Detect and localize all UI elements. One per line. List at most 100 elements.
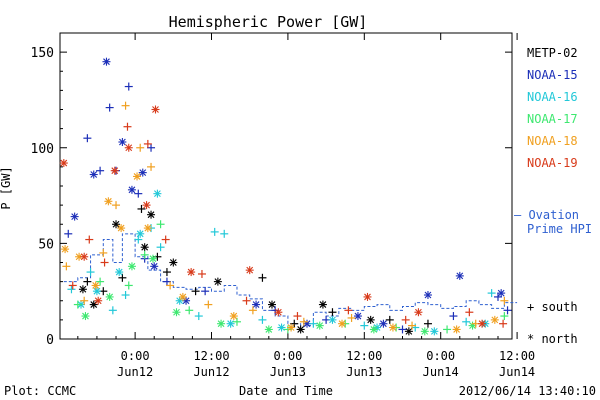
legend-item-noaa-15: NOAA-15 xyxy=(527,68,578,82)
south-point-noaa-16 xyxy=(194,312,203,321)
footer-timestamp: 2012/06/14 13:40:10 xyxy=(459,384,596,398)
south-point-noaa-17 xyxy=(124,281,133,290)
north-point-noaa-18 xyxy=(117,224,126,233)
x-tick-date: Jun13 xyxy=(270,365,306,379)
south-point-noaa-16 xyxy=(487,289,496,298)
north-point-noaa-16 xyxy=(277,323,286,332)
south-point-noaa-17 xyxy=(185,306,194,315)
legend-south: + south xyxy=(527,300,578,314)
south-point-metp-02 xyxy=(385,315,394,324)
north-point-noaa-15 xyxy=(423,291,432,300)
north-point-noaa-19 xyxy=(80,252,89,261)
north-point-noaa-19 xyxy=(363,292,372,301)
south-point-noaa-17 xyxy=(232,317,241,326)
north-point-noaa-16 xyxy=(226,319,235,328)
north-point-noaa-19 xyxy=(414,308,423,317)
y-axis-ticks: 0 50 100 150 xyxy=(31,46,512,348)
south-point-noaa-18 xyxy=(299,317,308,326)
south-point-noaa-18 xyxy=(121,101,130,110)
north-point-noaa-18 xyxy=(143,224,152,233)
south-point-noaa-18 xyxy=(500,296,509,305)
x-tick-date: Jun14 xyxy=(499,365,535,379)
y-axis-label: P [GW] xyxy=(0,166,13,209)
north-point-noaa-18 xyxy=(61,245,70,254)
north-point-noaa-15 xyxy=(70,212,79,221)
north-point-noaa-17 xyxy=(369,325,378,334)
north-point-metp-02 xyxy=(112,220,121,229)
south-point-noaa-16 xyxy=(360,321,369,330)
south-point-noaa-18 xyxy=(99,248,108,257)
north-point-noaa-17 xyxy=(148,254,157,263)
north-point-noaa-17 xyxy=(315,321,324,330)
north-point-noaa-19 xyxy=(245,266,254,275)
north-point-metp-02 xyxy=(169,258,178,267)
north-point-noaa-15 xyxy=(379,319,388,328)
north-point-noaa-19 xyxy=(478,319,487,328)
south-point-noaa-15 xyxy=(124,82,133,91)
legend-item-metp-02: METP-02 xyxy=(527,46,578,60)
x-tick-time: 0:00 xyxy=(426,349,455,363)
south-point-noaa-19 xyxy=(85,235,94,244)
y-tick-label: 50 xyxy=(38,237,54,252)
north-point-noaa-16 xyxy=(430,327,439,336)
south-point-noaa-19 xyxy=(499,319,508,328)
y-tick-label: 0 xyxy=(46,333,54,348)
north-point-noaa-15 xyxy=(455,271,464,280)
x-tick-date: Jun14 xyxy=(423,365,459,379)
south-point-noaa-18 xyxy=(80,296,89,305)
x-tick-time: 12:00 xyxy=(193,349,229,363)
legend-item-noaa-18: NOAA-18 xyxy=(527,134,578,148)
north-point-metp-02 xyxy=(89,300,98,309)
north-point-noaa-19 xyxy=(110,166,119,175)
south-point-noaa-15 xyxy=(503,306,512,315)
north-point-noaa-16 xyxy=(136,229,145,238)
north-point-metp-02 xyxy=(296,325,305,334)
x-tick-time: 0:00 xyxy=(273,349,302,363)
south-point-noaa-16 xyxy=(210,227,219,236)
y-tick-label: 100 xyxy=(31,142,54,157)
north-point-noaa-16 xyxy=(328,315,337,324)
north-point-noaa-17 xyxy=(420,327,429,336)
north-point-noaa-15 xyxy=(497,289,506,298)
north-point-noaa-15 xyxy=(353,312,362,321)
south-point-noaa-19 xyxy=(123,122,132,131)
south-point-noaa-17 xyxy=(443,325,452,334)
south-point-noaa-16 xyxy=(121,291,130,300)
north-point-metp-02 xyxy=(267,300,276,309)
south-point-noaa-19 xyxy=(465,308,474,317)
south-point-metp-02 xyxy=(423,319,432,328)
south-point-metp-02 xyxy=(191,287,200,296)
north-point-noaa-18 xyxy=(287,323,296,332)
south-point-noaa-18 xyxy=(408,321,417,330)
south-point-metp-02 xyxy=(258,273,267,282)
north-point-noaa-16 xyxy=(115,268,124,277)
south-point-noaa-19 xyxy=(401,315,410,324)
north-point-noaa-17 xyxy=(172,308,181,317)
north-point-noaa-17 xyxy=(81,312,90,321)
south-point-noaa-17 xyxy=(156,220,165,229)
south-point-noaa-16 xyxy=(134,235,143,244)
south-point-noaa-15 xyxy=(83,134,92,143)
north-point-noaa-19 xyxy=(274,308,283,317)
south-point-noaa-15 xyxy=(449,312,458,321)
south-point-noaa-18 xyxy=(112,201,121,210)
ovation-step-line xyxy=(63,233,518,327)
south-point-noaa-18 xyxy=(147,162,156,171)
south-point-noaa-15 xyxy=(105,103,114,112)
north-point-noaa-18 xyxy=(75,252,84,261)
north-point-metp-02 xyxy=(213,277,222,286)
north-point-noaa-17 xyxy=(217,319,226,328)
north-point-noaa-15 xyxy=(252,300,261,309)
legend-item-noaa-19: NOAA-19 xyxy=(527,156,578,170)
north-point-metp-02 xyxy=(78,285,87,294)
x-tick-date: Jun12 xyxy=(117,365,153,379)
south-point-noaa-16 xyxy=(309,319,318,328)
north-point-noaa-15 xyxy=(118,138,127,147)
north-point-metp-02 xyxy=(147,210,156,219)
footer-plot-source: Plot: CCMC xyxy=(4,384,76,398)
south-point-noaa-16 xyxy=(258,315,267,324)
south-point-noaa-18 xyxy=(248,306,257,315)
legend: METP-02 NOAA-15 NOAA-16 NOAA-17 NOAA-18 … xyxy=(514,46,592,346)
south-point-noaa-16 xyxy=(67,285,76,294)
